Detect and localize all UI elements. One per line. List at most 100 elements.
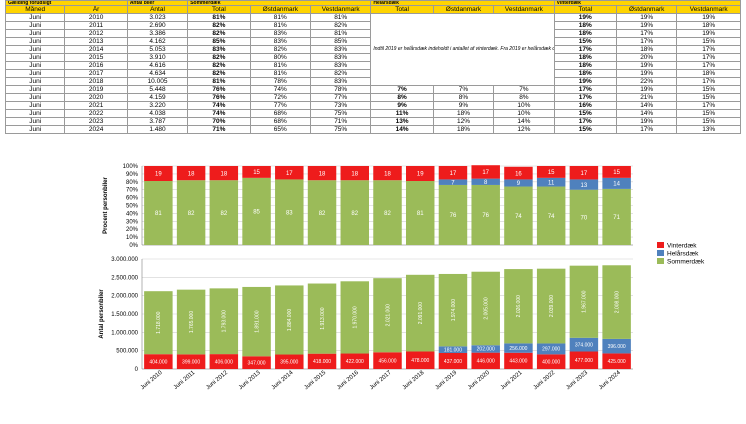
- table-cell: 2013: [64, 37, 128, 46]
- table-cell: 80%: [249, 53, 312, 62]
- table-cell: 82%: [187, 69, 251, 78]
- table-cell: 19%: [615, 21, 678, 30]
- data-label: 2.005.000: [484, 297, 490, 319]
- table-cell: 78%: [309, 85, 372, 94]
- data-label: 11: [548, 180, 555, 186]
- group-header-row: Gælding forudsigt Antal biler Sommerdæk Hel…: [5, 0, 742, 6]
- statistics-table-container: Gælding forudsigt Antal biler Sommerdæk Hel…: [4, 0, 742, 146]
- bar-segment: [405, 351, 435, 369]
- data-label: 406.000: [215, 359, 233, 365]
- table-cell: 15%: [676, 109, 741, 118]
- table-row: Juni 2023 3.787 70% 68% 71% 13% 12% 14% 17% 19% 15%: [4, 117, 741, 126]
- bar-segment: [144, 354, 173, 369]
- bar-segment: [405, 181, 435, 245]
- table-cell: 82%: [187, 53, 251, 62]
- tire-statistics-table: Gælding forudsigt Antal biler Sommerdæk Hel…: [4, 0, 742, 134]
- data-label: 395.000: [280, 360, 298, 366]
- table-row: Juni 2022 4.038 74% 68% 75% 11% 18% 10% 15% 14% 15%: [4, 109, 741, 118]
- table-cell: 75%: [309, 109, 372, 118]
- bar-segment: [602, 338, 631, 354]
- legend-label: Helårsdæk: [667, 250, 699, 258]
- bar-segment: [242, 177, 271, 245]
- column-header: År: [64, 5, 128, 14]
- column-header: Total: [553, 5, 618, 14]
- data-label: 7: [451, 180, 455, 186]
- x-tick-label: Juni 2014: [271, 370, 295, 392]
- x-tick-label: Juni 2015: [303, 370, 327, 392]
- table-cell: 18%: [676, 21, 741, 30]
- table-cell: 17%: [676, 61, 741, 70]
- table-cell: 71%: [187, 125, 251, 134]
- table-cell: 12%: [432, 117, 495, 126]
- data-label: 2.021.000: [385, 304, 391, 326]
- charts-area: 0% 10% 20% 30% 40% 50% 60% 70% 80% 90% 100% Procent…: [0, 150, 746, 424]
- column-header: Vestdanmark: [676, 5, 741, 14]
- stacked-bar-charts: 0% 10% 20% 30% 40%50% 60% 70% 80% 90% 100% Procent…: [99, 164, 705, 392]
- bar-segment: [569, 166, 599, 180]
- table-cell: 83%: [309, 77, 372, 86]
- bar-segment: [373, 180, 402, 245]
- table-cell: 82%: [187, 61, 251, 70]
- helaarsdaek-note: Indtil 2019 er helårsdæk indeholdt i ant…: [370, 13, 555, 86]
- table-cell: 83%: [309, 45, 372, 54]
- bar-segment: [275, 354, 304, 369]
- bar-segment: [536, 186, 566, 245]
- table-cell: 74%: [187, 109, 251, 118]
- table-cell: 2021: [64, 101, 128, 110]
- table-cell: 2018: [64, 77, 128, 86]
- table-row: Juni 2015 3.910 82% 80% 83% 18% 20% 17%: [4, 53, 741, 62]
- table-cell: 2017: [64, 69, 128, 78]
- table-cell: 15%: [676, 93, 741, 102]
- data-label: 443.000: [509, 359, 527, 365]
- y-tick-label: 3.000.000: [111, 257, 138, 263]
- table-cell: Juni: [4, 69, 66, 78]
- table-cell: 22%: [615, 77, 678, 86]
- bar-segment: [307, 166, 337, 181]
- table-cell: 19%: [615, 61, 678, 70]
- table-cell: 17%: [553, 93, 618, 102]
- table-cell: 3.910: [126, 53, 189, 62]
- table-cell: 2020: [64, 93, 128, 102]
- data-label: 76: [450, 213, 457, 219]
- column-header: Vestdanmark: [309, 5, 372, 14]
- x-tick-label: Juni 2017: [369, 370, 393, 392]
- table-cell: 3.023: [126, 13, 189, 22]
- data-label: 81: [155, 211, 162, 217]
- table-cell: 21%: [615, 93, 678, 102]
- table-cell: 85%: [187, 37, 251, 46]
- table-row: Juni 2020 4.159 76% 72% 77% 8% 8% 8% 17% 21% 15%: [4, 93, 741, 102]
- table-cell: 12%: [493, 125, 555, 134]
- data-label: 70: [581, 216, 588, 222]
- bar-segment: [373, 166, 402, 181]
- table-cell: 83%: [249, 29, 312, 38]
- y-tick-label: 2.000.000: [111, 294, 138, 300]
- bar-segment: [405, 166, 435, 182]
- bar-segment: [209, 166, 239, 181]
- table-cell: Juni: [4, 117, 66, 126]
- x-tick-label: Juni 2021: [500, 370, 524, 392]
- data-label: 18: [351, 171, 358, 177]
- table-cell: 17%: [553, 85, 618, 94]
- bar-segment: [144, 181, 173, 245]
- y-tick-label: 0: [135, 367, 139, 373]
- data-label: 2.008.000: [614, 291, 620, 313]
- table-cell: 15%: [553, 37, 618, 46]
- table-cell: Juni: [4, 109, 66, 118]
- table-cell: 4.038: [126, 109, 189, 118]
- data-label: 1.718.000: [156, 311, 162, 333]
- table-cell: 8%: [370, 93, 434, 102]
- bar-segment: [471, 352, 500, 369]
- data-label: 18: [384, 171, 391, 177]
- legend-swatch: [657, 258, 664, 264]
- bar-segment: [209, 180, 239, 245]
- y-tick-label: 20%: [126, 227, 139, 233]
- y-tick-label: 40%: [126, 211, 139, 217]
- bar-segment: [471, 165, 500, 179]
- data-label: 446.000: [477, 359, 495, 365]
- table-cell: 81%: [249, 61, 312, 70]
- table-cell: 82%: [249, 45, 312, 54]
- table-cell: 18%: [553, 61, 618, 70]
- bar-segment: [242, 166, 271, 178]
- table-cell: 14%: [493, 117, 555, 126]
- table-cell: 2016: [64, 61, 128, 70]
